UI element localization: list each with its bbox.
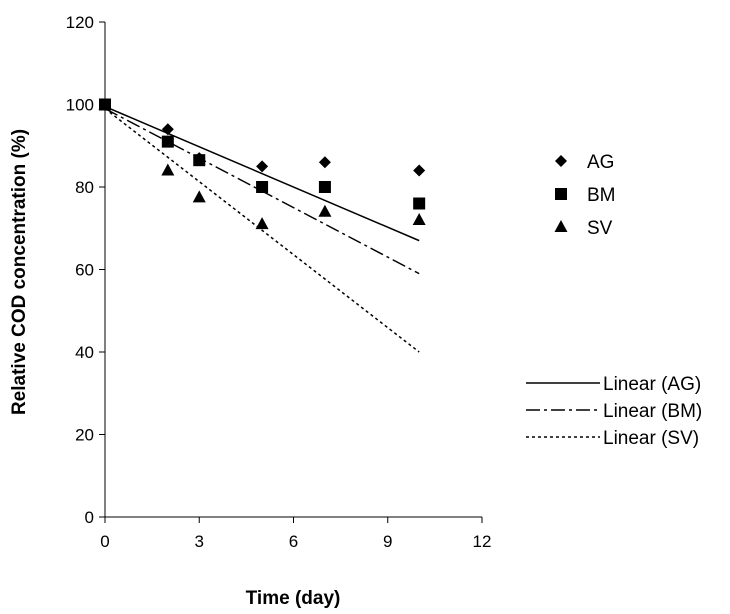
legend: AG BM SV Linear (AG) Linear (BM) Linear (SV) <box>526 152 702 449</box>
legend-trend-label: Linear (BM) <box>603 401 702 422</box>
axes <box>104 22 482 518</box>
data-point-sv <box>98 97 112 110</box>
x-axis-title: Time (day) <box>246 588 341 609</box>
data-point-ag <box>161 123 174 136</box>
legend-label-sv: SV <box>587 218 613 239</box>
legend-marker-ag <box>555 155 567 167</box>
x-tick-label: 6 <box>289 532 298 551</box>
data-point-bm <box>193 154 206 167</box>
y-tick-label: 20 <box>75 426 94 445</box>
data-point-sv <box>192 190 206 203</box>
x-ticks: 0 3 6 9 12 <box>100 517 491 551</box>
y-tick-label: 100 <box>66 96 94 115</box>
data-point-ag <box>413 164 426 177</box>
data-point-sv <box>255 217 269 230</box>
x-tick-label: 12 <box>473 532 492 551</box>
trendline-linear-sv <box>104 108 420 353</box>
data-points <box>98 97 426 230</box>
data-point-bm <box>413 197 426 210</box>
y-tick-label: 0 <box>85 508 94 527</box>
legend-label-ag: AG <box>587 152 614 173</box>
y-ticks: 0 20 40 60 80 100 120 <box>66 13 105 527</box>
x-tick-label: 0 <box>100 532 109 551</box>
data-point-sv <box>412 213 426 225</box>
legend-label-bm: BM <box>587 185 616 206</box>
y-axis-title: Relative COD concentration (%) <box>9 129 30 415</box>
legend-marker-bm <box>555 188 567 200</box>
data-point-bm <box>161 135 174 148</box>
trendlines <box>104 105 420 353</box>
y-tick-label: 80 <box>75 178 94 197</box>
legend-trend-label: Linear (AG) <box>603 374 701 395</box>
data-point-sv <box>161 163 175 176</box>
y-tick-label: 120 <box>66 13 94 32</box>
legend-trend-label: Linear (SV) <box>603 428 699 449</box>
y-tick-label: 60 <box>75 261 94 280</box>
x-tick-label: 3 <box>195 532 204 551</box>
data-point-bm <box>318 181 331 193</box>
data-point-bm <box>256 181 269 193</box>
y-tick-label: 40 <box>75 343 94 362</box>
x-tick-label: 9 <box>383 532 392 551</box>
data-point-sv <box>318 204 332 217</box>
legend-marker-sv <box>554 220 568 232</box>
trendline-linear-ag <box>104 105 420 242</box>
data-point-ag <box>256 160 269 173</box>
data-point-ag <box>318 156 331 169</box>
